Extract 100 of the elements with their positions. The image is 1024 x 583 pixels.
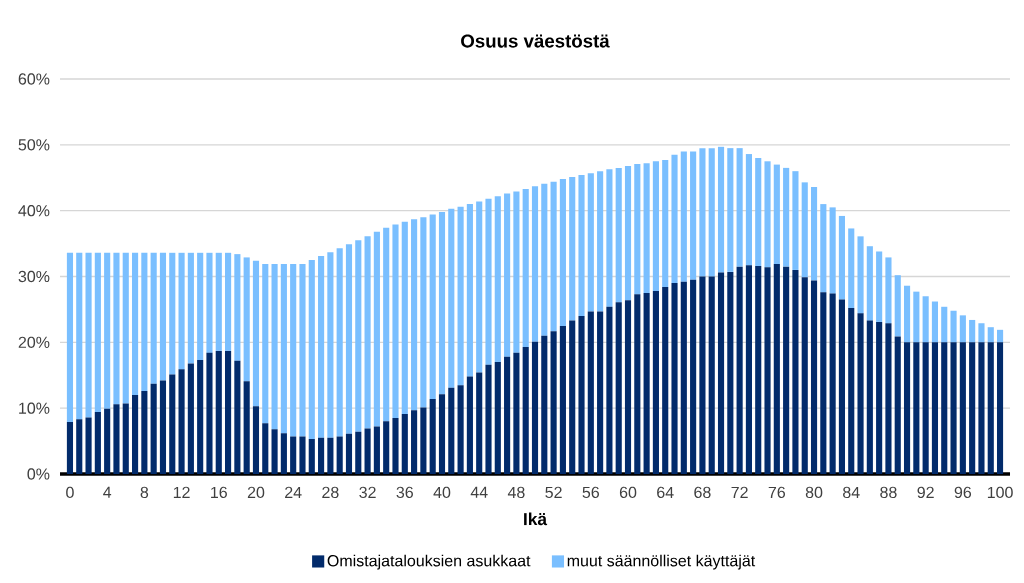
- bar: [569, 177, 576, 321]
- x-tick-label: 84: [843, 486, 860, 499]
- bar: [745, 154, 752, 266]
- x-tick-label: 68: [694, 486, 711, 499]
- bar: [745, 265, 752, 474]
- bar: [764, 161, 771, 268]
- bar: [187, 363, 194, 474]
- bar: [280, 263, 287, 434]
- bar: [438, 211, 446, 395]
- bar: [420, 407, 427, 474]
- bar: [122, 403, 129, 474]
- bar: [671, 283, 678, 474]
- bar: [848, 308, 855, 474]
- bar: [234, 360, 241, 474]
- x-tick-label: 16: [211, 486, 227, 499]
- x-tick-label: 20: [247, 486, 265, 499]
- bar: [606, 306, 613, 474]
- bar: [215, 252, 222, 351]
- bar: [987, 327, 994, 343]
- bar: [727, 148, 734, 272]
- bar: [178, 252, 185, 370]
- x-tick-label: 0: [66, 486, 74, 499]
- y-tick-label: 60%: [18, 73, 50, 85]
- bar: [866, 246, 873, 321]
- x-tick-label: 100: [987, 486, 1013, 499]
- bar: [922, 296, 929, 343]
- bar: [820, 292, 827, 474]
- x-tick-label: 44: [470, 486, 488, 498]
- x-tick-label: 72: [731, 486, 748, 498]
- bar: [885, 323, 892, 474]
- bar: [392, 224, 399, 419]
- bar: [345, 244, 353, 434]
- bar: [169, 374, 176, 474]
- bar: [996, 342, 1004, 474]
- bar: [783, 266, 790, 474]
- bar: [225, 350, 232, 474]
- bar: [448, 387, 455, 474]
- bar: [66, 252, 74, 422]
- bar: [178, 369, 185, 474]
- bar: [411, 410, 418, 474]
- bar: [262, 263, 269, 424]
- bar: [550, 181, 557, 332]
- x-axis-title: Ikä: [524, 512, 548, 526]
- y-tick-label: 40%: [18, 205, 50, 217]
- bar: [903, 285, 911, 343]
- x-tick-label: 60: [619, 486, 637, 499]
- bar: [457, 385, 464, 474]
- bar: [578, 175, 585, 316]
- bar: [587, 311, 594, 474]
- bar: [624, 165, 632, 301]
- bar: [448, 208, 455, 388]
- bar: [606, 169, 613, 307]
- bar: [652, 161, 659, 291]
- bar: [345, 433, 353, 474]
- bar: [941, 342, 948, 474]
- bar: [736, 148, 743, 267]
- bar: [513, 191, 520, 353]
- bar: [773, 164, 780, 264]
- x-tick-label: 96: [954, 486, 972, 499]
- bar: [615, 302, 622, 474]
- bar: [401, 221, 408, 415]
- bar: [336, 436, 343, 474]
- bar: [699, 148, 706, 277]
- bar: [671, 154, 678, 284]
- bar: [318, 256, 325, 438]
- bar: [85, 252, 92, 418]
- bar: [494, 362, 501, 474]
- y-tick-label: 20%: [18, 336, 50, 348]
- bar: [624, 300, 632, 474]
- bar: [94, 252, 101, 413]
- bar: [959, 342, 966, 474]
- bar: [383, 421, 390, 474]
- bar: [820, 204, 827, 293]
- bar: [978, 323, 985, 343]
- x-tick-label: 76: [768, 486, 786, 499]
- bar: [308, 260, 315, 440]
- bar: [364, 428, 371, 474]
- bar: [866, 320, 873, 474]
- bar: [680, 281, 687, 474]
- bar: [401, 414, 408, 474]
- bar: [662, 159, 669, 288]
- bar: [355, 431, 362, 474]
- bar: [476, 372, 483, 474]
- bar: [252, 260, 260, 407]
- bar: [717, 272, 725, 474]
- bar: [810, 280, 818, 474]
- bar: [792, 269, 799, 474]
- bar: [504, 193, 511, 357]
- bar: [969, 319, 976, 343]
- bar: [122, 252, 129, 404]
- x-tick-label: 8: [140, 486, 149, 499]
- bar: [876, 321, 883, 474]
- bar: [392, 418, 399, 474]
- bar: [104, 252, 111, 409]
- bar: [615, 167, 622, 303]
- bar: [169, 252, 176, 375]
- bar: [76, 252, 83, 420]
- bar: [485, 364, 492, 474]
- bar: [494, 196, 501, 363]
- bar: [243, 381, 250, 474]
